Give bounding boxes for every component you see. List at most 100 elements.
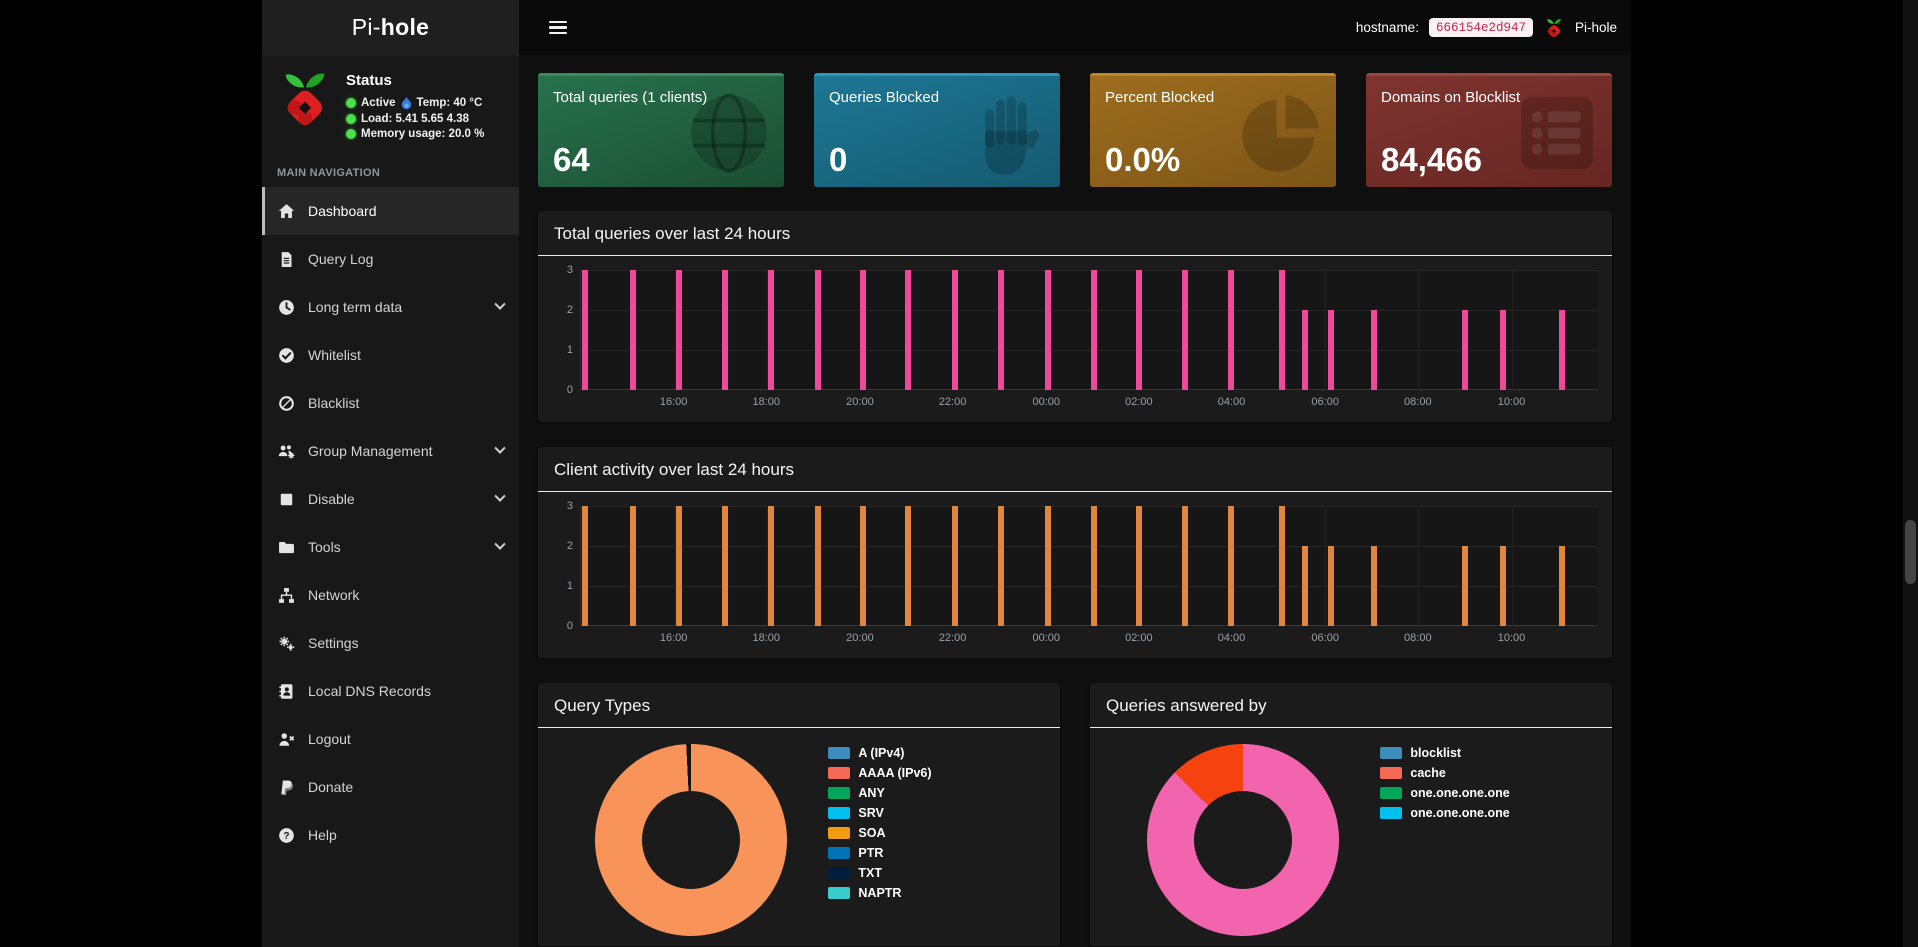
legend-swatch <box>828 767 851 779</box>
status-green-dot-icon <box>346 129 356 139</box>
status-active-row: Active Temp: 40 °C <box>346 96 484 110</box>
data-bar <box>1136 270 1143 390</box>
status-load: Load: 5.41 5.65 4.38 <box>361 113 470 125</box>
sidebar-section-label: MAIN NAVIGATION <box>277 167 381 179</box>
legend-item[interactable]: A (IPv4) <box>828 746 1044 760</box>
legend-item[interactable]: one.one.one.one <box>1380 806 1596 820</box>
sidebar-toggle-button[interactable] <box>539 13 577 43</box>
data-bar <box>1500 310 1507 390</box>
legend-item[interactable]: TXT <box>828 866 1044 880</box>
sidebar-item-label: Whitelist <box>308 347 361 363</box>
panel-body: blocklist cache one.one.one.one one.one.one… <box>1090 728 1612 946</box>
legend-item[interactable]: cache <box>1380 766 1596 780</box>
data-bar <box>905 506 912 626</box>
legend-item[interactable]: SOA <box>828 826 1044 840</box>
x-tick-label: 02:00 <box>1125 632 1153 644</box>
legend-label: SOA <box>858 826 886 840</box>
stat-card-total-queries-1-clients-: Total queries (1 clients) 64 <box>538 73 784 187</box>
sidebar-item-group-management[interactable]: Group Management <box>262 427 519 475</box>
legend-swatch <box>828 807 851 819</box>
sidebar-item-dashboard[interactable]: Dashboard <box>262 187 519 235</box>
client-activity-over-last-24-hours-plot-area[interactable] <box>580 506 1598 626</box>
legend-swatch <box>1380 787 1403 799</box>
stat-card-label: Total queries (1 clients) <box>553 89 708 106</box>
sidebar: Status Active Temp: 40 °C Load: 5.41 5.6… <box>262 55 519 947</box>
data-bar <box>1461 546 1468 626</box>
legend-item[interactable]: PTR <box>828 846 1044 860</box>
y-tick-label: 0 <box>566 620 573 632</box>
panel-total-queries-over-last-24-hours: Total queries over last 24 hours 3 2 1 0 16:0… <box>538 211 1612 422</box>
x-tick-label: 04:00 <box>1217 396 1246 408</box>
data-bar <box>722 270 729 390</box>
data-bar <box>1090 506 1097 626</box>
pihole-app-label: Pi-hole <box>1574 20 1617 35</box>
sidebar-item-local-dns-records[interactable]: Local DNS Records <box>262 667 519 715</box>
data-bar <box>582 506 589 626</box>
donut-panels-row: Query Types A (IPv4) AAAA (IPv6) ANY SRV SOA P… <box>538 683 1612 946</box>
page-scrollbar[interactable] <box>1903 0 1918 947</box>
data-bar <box>1182 506 1189 626</box>
legend-item[interactable]: blocklist <box>1380 746 1596 760</box>
data-bar <box>1182 270 1189 390</box>
gridline-horizontal <box>581 506 1598 507</box>
status-title: Status <box>346 72 392 89</box>
sidebar-item-logout[interactable]: Logout <box>262 715 519 763</box>
query-types-legend: A (IPv4) AAAA (IPv6) ANY SRV SOA PTR TXT NAPTR <box>828 744 1044 936</box>
panel-body: 3 2 1 0 16:00 18:00 20:00 22:00 00:00 02:00 04:00 0… <box>538 256 1612 422</box>
sidebar-item-label: Query Log <box>308 251 374 267</box>
y-tick-label: 1 <box>566 343 573 356</box>
x-tick-label: 06:00 <box>1311 632 1339 644</box>
gridline-vertical <box>1511 506 1513 626</box>
sidebar-item-disable[interactable]: Disable <box>262 475 519 523</box>
sidebar-item-query-log[interactable]: Query Log <box>262 235 519 283</box>
sidebar-item-whitelist[interactable]: Whitelist <box>262 331 519 379</box>
sidebar-item-network[interactable]: Network <box>262 571 519 619</box>
check-circle-icon <box>277 346 295 364</box>
sidebar-item-settings[interactable]: Settings <box>262 619 519 667</box>
stat-card-label: Queries Blocked <box>829 89 940 106</box>
query-types-donut-chart[interactable] <box>595 744 788 936</box>
hostname-value-badge: 666154e2d947 <box>1428 18 1533 37</box>
gridline-vertical <box>674 506 676 626</box>
legend-item[interactable]: ANY <box>828 786 1044 800</box>
x-tick-label: 20:00 <box>846 396 874 408</box>
page-scrollbar-thumb[interactable] <box>1905 520 1916 584</box>
legend-item[interactable]: AAAA (IPv6) <box>828 766 1044 780</box>
legend-label: AAAA (IPv6) <box>858 766 932 780</box>
sidebar-item-label: Blacklist <box>308 395 360 411</box>
legend-swatch <box>1380 747 1403 759</box>
data-bar <box>998 506 1005 626</box>
address-book-icon <box>277 682 295 700</box>
sidebar-item-tools[interactable]: Tools <box>262 523 519 571</box>
y-tick-label: 0 <box>566 384 573 396</box>
legend-label: one.one.one.one <box>1410 806 1510 820</box>
sidebar-item-blacklist[interactable]: Blacklist <box>262 379 519 427</box>
sidebar-item-long-term-data[interactable]: Long term data <box>262 283 519 331</box>
data-bar <box>952 270 959 390</box>
gears-icon <box>277 634 295 652</box>
total-queries-over-last-24-hours-plot-area[interactable] <box>580 270 1598 390</box>
stat-card-label: Percent Blocked <box>1105 89 1215 106</box>
y-axis: 3 2 1 0 <box>552 500 580 632</box>
x-tick-label: 00:00 <box>1032 632 1060 644</box>
legend-item[interactable]: SRV <box>828 806 1044 820</box>
brand-logo[interactable]: Pi-hole <box>262 0 519 55</box>
queries-answered-by-donut-chart[interactable] <box>1147 744 1340 936</box>
donut-hole <box>1194 791 1293 889</box>
sidebar-item-donate[interactable]: Donate <box>262 763 519 811</box>
legend-item[interactable]: one.one.one.one <box>1380 786 1596 800</box>
gridline-vertical <box>1417 270 1419 390</box>
home-icon <box>277 202 295 220</box>
legend-item[interactable]: NAPTR <box>828 886 1044 900</box>
legend-swatch <box>828 827 851 839</box>
sidebar-item-help[interactable]: ? Help <box>262 811 519 859</box>
sidebar-item-label: Help <box>308 827 337 843</box>
stat-card-value: 0 <box>829 141 848 178</box>
legend-swatch <box>1380 807 1403 819</box>
y-tick-label: 1 <box>566 579 573 592</box>
brand-prefix: Pi- <box>351 14 381 40</box>
x-tick-label: 02:00 <box>1125 396 1153 408</box>
hostname-label: hostname: <box>1355 20 1419 35</box>
status-load-row: Load: 5.41 5.65 4.38 <box>346 113 484 125</box>
sidebar-item-label: Disable <box>308 491 355 507</box>
